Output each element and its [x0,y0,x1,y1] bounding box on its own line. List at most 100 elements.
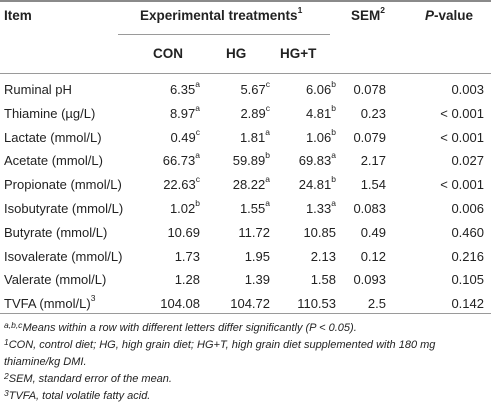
cell-con-value: 8.97 [169,105,196,121]
cell-hg-superscript: a [265,198,270,208]
cell-sem: 1.54 [361,177,386,192]
footnote-3-text: TVFA, total volatile fatty acid. [8,390,151,402]
cell-hgt-value: 24.81 [298,177,332,193]
cell-p: 0.105 [451,272,484,287]
cell-hg: 5.67c [240,79,270,97]
cell-con: 0.49c [170,126,200,145]
header-con: CON [153,46,183,61]
cell-hgt: 1.58 [311,272,336,287]
cell-hgt-superscript: a [331,198,336,208]
header-item: Item [4,8,32,23]
cell-sem-value: 2.17 [360,153,386,169]
cell-con: 1.02b [169,198,200,216]
cell-p-value: 0.003 [451,82,484,97]
cell-sem-value: 0.49 [360,224,386,240]
cell-con: 8.97a [169,103,200,121]
table-row: Acetate (mmol/L) 66.73a 59.89b 69.83a 2.17 0.… [0,150,491,177]
cell-hgt: 69.83a [299,150,336,168]
header-sem-footnote-mark: 2 [380,5,385,15]
cell-hgt-superscript: b [331,126,336,137]
cell-hgt-superscript: a [331,150,336,161]
cell-sem: 2.17 [361,153,386,168]
cell-p: 0.460 [451,225,484,240]
cell-hgt: 10.85 [303,225,336,240]
cell-p-value: 0.105 [451,272,484,288]
cell-con-value: 1.28 [174,272,200,288]
cell-con-value: 1.73 [174,248,200,264]
cell-p: 0.216 [451,249,484,264]
cell-hgt: 24.81b [298,174,336,193]
cell-item-value: Ruminal pH [4,82,72,97]
cell-p-value: < 0.001 [440,105,484,121]
cell-item-value: TVFA (mmol/L) [4,296,91,312]
footnote-abc-text: Means within a row with different letter… [22,322,357,334]
cell-hg: 2.89c [240,102,270,121]
cell-item-value: Acetate (mmol/L) [4,153,103,169]
header-bottom-rule [0,73,491,74]
footnote-1-text: CON, control diet; HG, high grain diet; … [8,339,436,351]
cell-hgt: 110.53 [297,296,336,311]
cell-hgt-value: 1.06 [305,129,332,145]
cell-hgt-value: 110.53 [297,296,336,312]
cell-con-value: 1.02 [169,201,196,216]
table-bottom-rule [0,313,491,314]
cell-hgt-value: 1.58 [310,272,336,288]
cell-p: < 0.001 [440,130,484,145]
footnote-abc: a,b,cMeans within a row with different l… [4,320,486,337]
cell-hgt-superscript: b [331,174,336,185]
cell-hg-value: 1.39 [244,272,270,288]
cell-con-value: 66.73 [162,153,196,169]
cell-item: Thiamine (µg/L) [4,106,95,121]
cell-item-superscript: 3 [90,293,96,304]
header-group-footnote-mark: 1 [297,5,303,15]
cell-hg-value: 5.67 [240,82,266,97]
header-hg: HG [226,46,247,61]
header-sem: SEM2 [351,5,385,23]
cell-p-value: 0.460 [451,224,484,240]
header-experimental-treatments: Experimental treatments1 [140,5,303,23]
cell-item: Propionate (mmol/L) [4,177,122,192]
footnote-2-text: SEM, standard error of the mean. [8,373,172,385]
cell-hg: 1.39 [245,272,270,287]
footnote-abc-mark: a,b,c [4,320,23,330]
cell-hgt-value: 10.85 [303,224,336,240]
cell-item-value: Valerate (mmol/L) [4,272,107,288]
cell-hg-value: 104.72 [230,296,270,312]
header-p-italic: P [425,8,435,23]
cell-hg-value: 11.72 [238,224,270,240]
cell-p: 0.006 [451,201,484,216]
cell-sem-value: 2.5 [367,296,386,312]
cell-hg: 1.81a [240,127,270,145]
table-row: Propionate (mmol/L) 22.63c 28.22a 24.81b 1.5… [0,174,491,201]
cell-con-superscript: c [195,126,200,137]
header-p-value: P-value [425,8,473,23]
cell-item-value: Propionate (mmol/L) [4,177,122,193]
cell-p: < 0.001 [440,177,484,192]
table-row: Valerate (mmol/L) 1.28 1.39 1.58 0.093 0.105 [0,272,491,296]
cell-sem-value: 0.12 [360,248,386,264]
table-row: Ruminal pH 6.35a 5.67c 6.06b 0.078 0.003 [0,79,491,106]
cell-item: Valerate (mmol/L) [4,272,106,287]
table-row: Isovalerate (mmol/L) 1.73 1.95 2.13 0.12 0.21… [0,249,491,273]
cell-hg: 104.72 [230,296,270,311]
cell-hg-value: 1.95 [244,248,270,264]
cell-hgt: 2.13 [311,249,336,264]
cell-hg-superscript: c [265,102,270,113]
footnote-3-mark: 3 [4,388,9,398]
cell-hgt: 6.06b [306,79,336,97]
cell-hg: 1.95 [245,249,270,264]
cell-hgt-value: 2.13 [310,248,336,264]
cell-sem-value: 0.23 [360,105,386,121]
cell-p-value: 0.006 [451,201,484,216]
cell-con-value: 22.63 [163,177,196,193]
cell-sem: 2.5 [368,296,386,311]
cell-p-value: 0.216 [451,248,484,264]
cell-item: Isobutyrate (mmol/L) [4,201,123,216]
cell-con: 22.63c [163,174,200,193]
cell-hg-value: 1.55 [239,201,266,216]
cell-hgt: 4.81b [306,103,336,121]
cell-item-value: Isobutyrate (mmol/L) [4,201,124,216]
table-row: TVFA (mmol/L)3 104.08 104.72 110.53 2.5 0.142 [0,293,491,320]
cell-sem: 0.083 [353,201,386,216]
cell-con: 66.73a [162,150,200,169]
